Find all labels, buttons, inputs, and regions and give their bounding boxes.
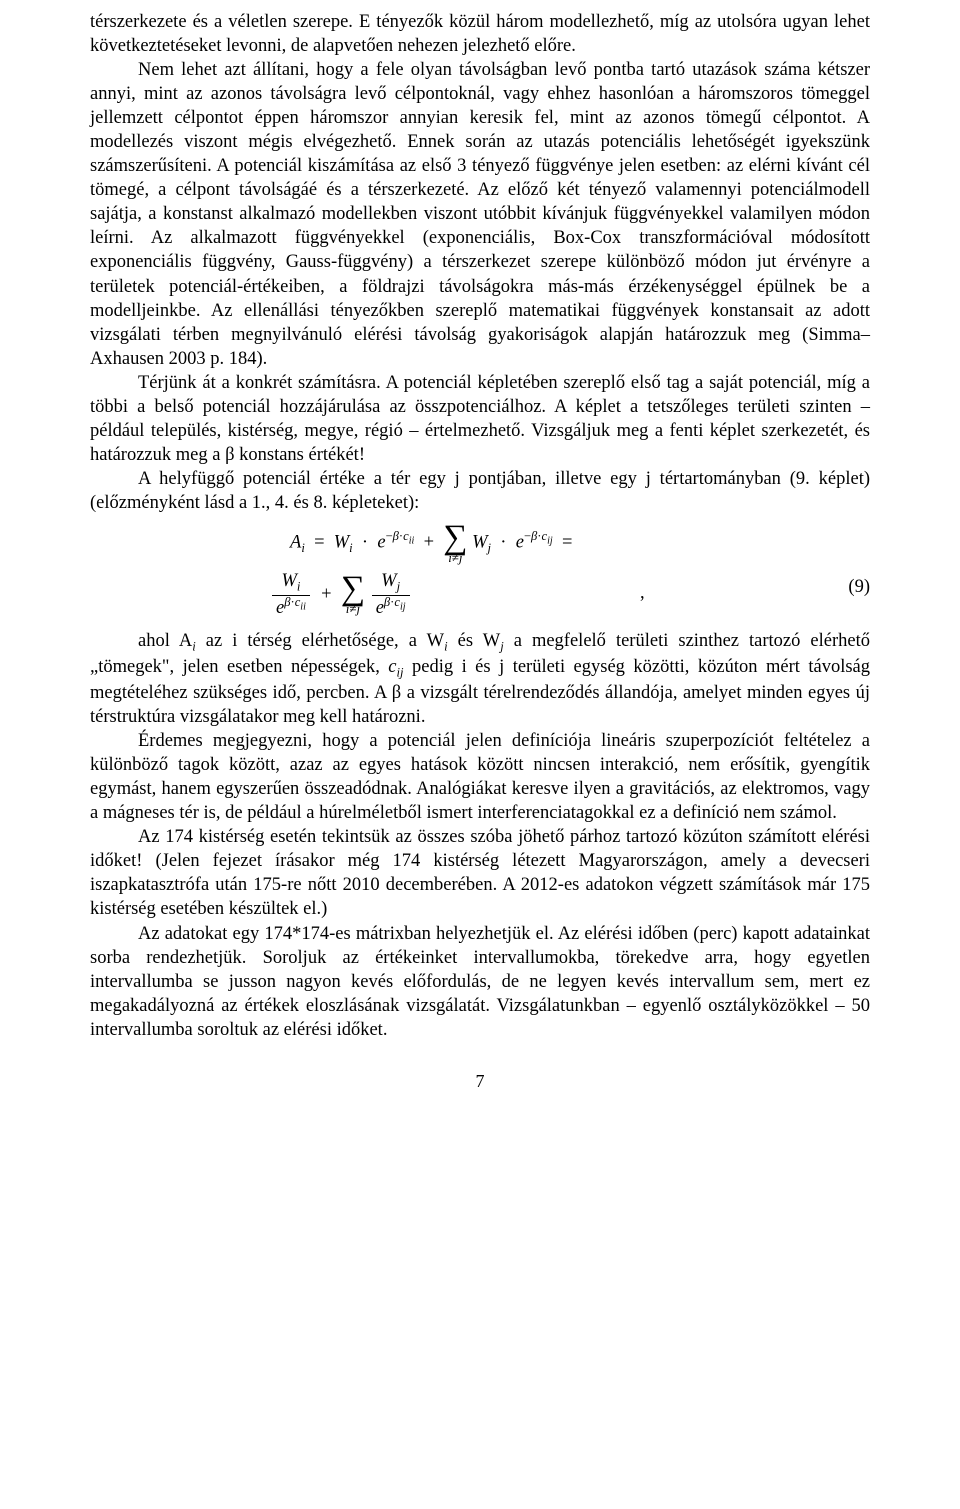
p5-text-a3: és W	[448, 631, 501, 651]
p5-text-a2: az i térség elérhetősége, a W	[196, 631, 444, 651]
paragraph-7: Az 174 kistérség esetén tekintsük az öss…	[90, 825, 870, 921]
page-number: 7	[90, 1070, 870, 1093]
paragraph-5: ahol Ai az i térség elérhetősége, a Wi é…	[90, 629, 870, 729]
paragraph-2: Nem lehet azt állítani, hogy a fele olya…	[90, 58, 870, 371]
sym-c: c	[388, 657, 396, 677]
paragraph-3: Térjünk át a konkrét számításra. A poten…	[90, 371, 870, 467]
p5-text-a: ahol A	[138, 631, 192, 651]
paragraph-6: Érdemes megjegyezni, hogy a potenciál je…	[90, 729, 870, 825]
equation-9: (9) Ai = Wi · e−β·cii + ∑i≠j Wj · e−β·ci…	[90, 523, 870, 621]
equation-line-1: Ai = Wi · e−β·cii + ∑i≠j Wj · e−β·cij =	[290, 523, 870, 571]
paragraph-4: A helyfüggő potenciál értéke a tér egy j…	[90, 467, 870, 515]
paragraph-8: Az adatokat egy 174*174-es mátrixban hel…	[90, 922, 870, 1042]
sub-ij: ij	[397, 666, 404, 680]
equation-line-2: Wi eβ·cii + ∑i≠j Wj eβ·cij ,	[270, 571, 870, 621]
paragraph-1: térszerkezete és a véletlen szerepe. E t…	[90, 10, 870, 58]
